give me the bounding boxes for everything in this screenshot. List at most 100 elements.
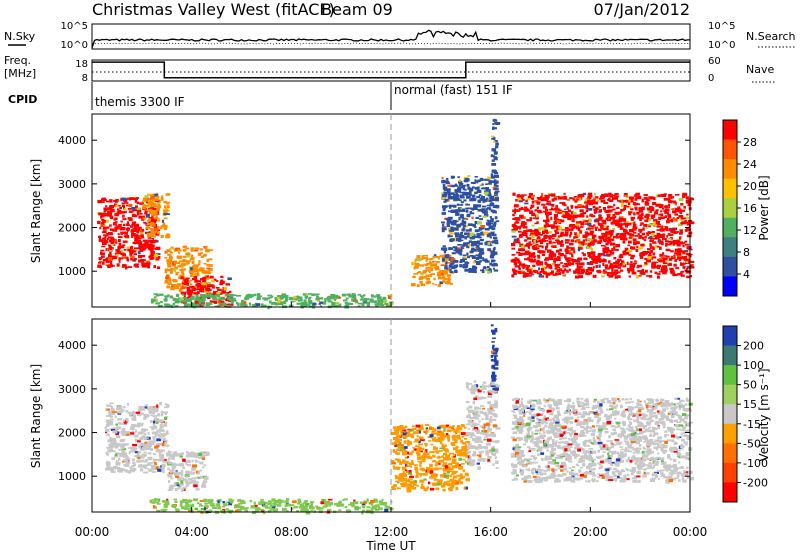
data-cell xyxy=(563,204,567,207)
data-cell xyxy=(237,504,240,506)
data-cell xyxy=(164,406,169,409)
data-cell xyxy=(184,479,189,483)
data-cell xyxy=(126,259,130,262)
data-cell xyxy=(492,127,497,130)
data-cell xyxy=(108,420,113,423)
data-cell xyxy=(489,404,494,408)
data-cell xyxy=(645,251,650,254)
data-cell xyxy=(168,452,171,456)
data-cell xyxy=(454,184,458,187)
data-cell xyxy=(206,249,209,253)
data-cell xyxy=(686,228,691,232)
data-cell xyxy=(623,195,629,197)
data-cell xyxy=(160,509,164,512)
data-cell xyxy=(267,509,272,513)
data-cell xyxy=(420,272,424,276)
data-cell xyxy=(101,222,105,225)
data-cell xyxy=(164,257,168,259)
data-cell xyxy=(241,299,245,303)
data-cell xyxy=(157,203,161,207)
data-cell xyxy=(587,208,593,211)
data-cell xyxy=(684,240,688,243)
data-cell xyxy=(522,263,525,266)
data-cell xyxy=(437,480,440,484)
data-cell xyxy=(591,225,594,228)
data-cell xyxy=(596,199,600,202)
data-cell xyxy=(644,235,647,239)
data-cell xyxy=(302,505,307,509)
data-cell xyxy=(433,436,437,439)
data-cell xyxy=(169,454,175,458)
data-cell xyxy=(663,269,668,272)
data-cell xyxy=(180,480,184,484)
data-cell xyxy=(339,503,345,507)
data-cell xyxy=(657,194,661,198)
data-cell xyxy=(296,302,302,305)
data-cell xyxy=(639,224,642,226)
data-cell xyxy=(471,257,475,259)
data-cell xyxy=(482,407,486,410)
data-cell xyxy=(169,259,173,263)
data-cell xyxy=(661,242,664,246)
data-cell xyxy=(269,504,273,508)
data-cell xyxy=(598,260,602,263)
data-cell xyxy=(186,261,190,265)
data-cell xyxy=(600,253,605,256)
data-cell xyxy=(423,473,428,476)
data-cell xyxy=(409,475,414,478)
data-cell xyxy=(612,216,615,220)
data-cell xyxy=(609,229,615,233)
data-cell xyxy=(188,288,191,291)
data-cell xyxy=(421,457,426,461)
data-cell xyxy=(271,498,276,502)
data-cell xyxy=(678,259,682,262)
data-cell xyxy=(495,142,499,146)
data-cell xyxy=(681,209,686,212)
data-cell xyxy=(607,209,613,213)
data-cell xyxy=(555,266,560,269)
data-cell xyxy=(567,246,571,249)
data-cell xyxy=(164,209,168,214)
data-cell xyxy=(416,435,419,438)
data-cell xyxy=(233,505,239,509)
data-cell xyxy=(540,195,543,200)
data-cell xyxy=(99,227,102,230)
freq-tick-bottom: 8 xyxy=(82,73,88,84)
data-cell xyxy=(678,197,684,201)
data-cell xyxy=(167,489,173,492)
data-cell xyxy=(589,230,594,234)
data-cell xyxy=(204,507,206,510)
data-cell xyxy=(535,216,539,220)
data-cell xyxy=(142,217,147,220)
data-cell xyxy=(576,266,581,269)
freq-tick-top: 18 xyxy=(75,59,88,70)
data-cell xyxy=(440,484,446,488)
data-cell xyxy=(550,204,555,207)
data-cell xyxy=(487,425,491,429)
data-cell xyxy=(647,231,651,234)
data-cell xyxy=(517,270,522,274)
data-cell xyxy=(98,235,101,239)
data-cell xyxy=(302,304,308,308)
data-cell xyxy=(176,283,182,287)
data-cell xyxy=(114,252,118,255)
data-cell xyxy=(210,284,215,287)
data-cell xyxy=(190,504,194,508)
data-cell xyxy=(659,246,662,250)
data-cell xyxy=(470,248,474,252)
data-cell xyxy=(528,274,532,277)
data-cell xyxy=(173,462,176,465)
data-cell xyxy=(512,259,517,263)
data-cell xyxy=(201,303,205,306)
data-cell xyxy=(357,293,361,296)
data-cell xyxy=(676,217,680,219)
data-cell xyxy=(462,192,466,196)
data-cell xyxy=(166,452,169,456)
data-cell xyxy=(618,263,622,266)
data-cell xyxy=(594,207,599,210)
data-cell xyxy=(440,432,443,436)
data-cell xyxy=(226,292,230,295)
data-cell xyxy=(525,236,528,238)
data-cell xyxy=(570,231,573,235)
data-cell xyxy=(185,470,190,474)
